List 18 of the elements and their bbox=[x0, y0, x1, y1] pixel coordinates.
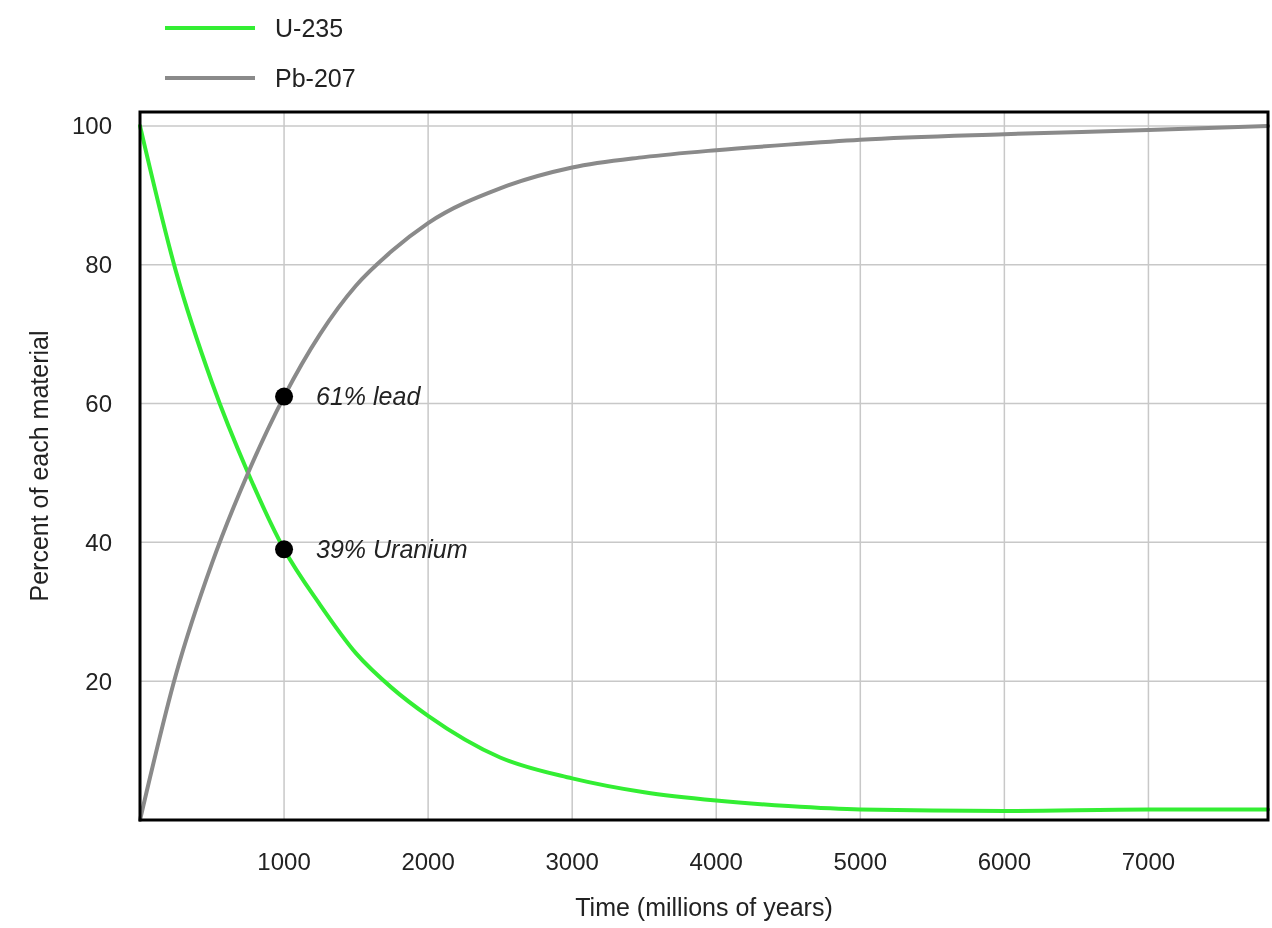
x-tick-label: 1000 bbox=[257, 848, 311, 875]
y-tick-label: 40 bbox=[85, 528, 112, 556]
annotation: 39% Uranium bbox=[316, 535, 468, 564]
x-tick-label: 3000 bbox=[545, 848, 599, 875]
legend-label: U-235 bbox=[275, 13, 344, 42]
annotation: 61% lead bbox=[316, 382, 422, 411]
legend-label: Pb-207 bbox=[275, 63, 356, 92]
x-axis-title: Time (millions of years) bbox=[575, 893, 833, 921]
y-tick-label: 20 bbox=[85, 667, 112, 695]
x-tick-label: 6000 bbox=[977, 848, 1032, 875]
x-tick-label: 7000 bbox=[1121, 848, 1176, 875]
y-tick-label: 60 bbox=[85, 389, 112, 417]
x-tick-label: 2000 bbox=[401, 848, 455, 875]
y-tick-label: 80 bbox=[85, 251, 112, 279]
x-tick-label: 5000 bbox=[833, 848, 887, 875]
y-tick-label: 100 bbox=[71, 112, 112, 140]
y-axis-title: Percent of each material bbox=[25, 330, 53, 602]
x-tick-label: 4000 bbox=[689, 848, 743, 875]
